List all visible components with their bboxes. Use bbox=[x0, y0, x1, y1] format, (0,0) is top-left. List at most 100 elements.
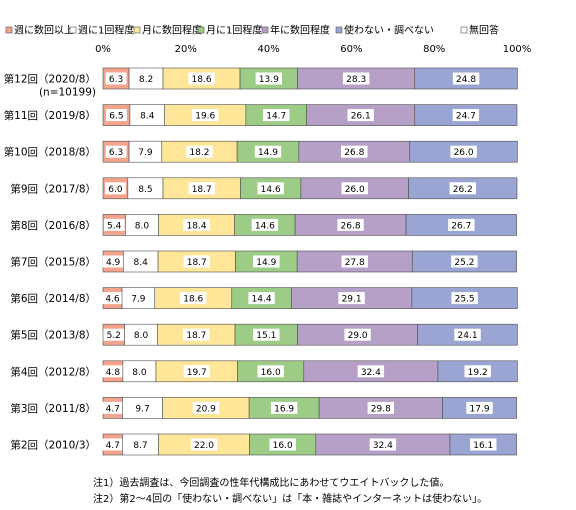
data-label-box bbox=[183, 218, 210, 231]
data-label-box bbox=[188, 72, 215, 85]
category-label: 第6回（2014/8） bbox=[10, 292, 96, 305]
data-label: 16.0 bbox=[261, 368, 281, 378]
data-label-box bbox=[341, 182, 368, 195]
x-tick-label: 80% bbox=[423, 44, 445, 55]
legend-label: 無回答 bbox=[469, 24, 499, 37]
data-label: 18.4 bbox=[187, 221, 207, 231]
data-label-box bbox=[135, 72, 157, 85]
data-label-box bbox=[102, 438, 124, 451]
legend-swatch bbox=[133, 26, 141, 34]
data-label-box bbox=[449, 182, 476, 195]
data-label-box bbox=[341, 255, 368, 268]
category-label: 第3回（2011/8） bbox=[10, 402, 96, 415]
data-label: 15.1 bbox=[256, 331, 276, 341]
data-label: 24.1 bbox=[458, 331, 478, 341]
data-label-box bbox=[183, 255, 210, 268]
data-label-box bbox=[263, 109, 290, 122]
data-label: 18.6 bbox=[183, 295, 203, 305]
data-label: 29.0 bbox=[348, 331, 368, 341]
data-label-box bbox=[470, 438, 497, 451]
legend: 週に数回以上 週に1回程度 月に数回程度 月に1回程度 年に数回程度 使わない・調べない 無… bbox=[5, 24, 499, 37]
data-label-box bbox=[342, 72, 370, 85]
data-label-box bbox=[466, 401, 493, 414]
data-label-box bbox=[450, 145, 477, 158]
data-label: 18.7 bbox=[192, 185, 212, 195]
data-label-box bbox=[448, 218, 475, 231]
data-label: 24.8 bbox=[456, 75, 476, 85]
x-tick-label: 0% bbox=[95, 44, 111, 55]
data-label-box bbox=[367, 401, 394, 414]
legend-swatch bbox=[261, 26, 269, 34]
data-label: 19.7 bbox=[187, 368, 207, 378]
data-label-box bbox=[337, 218, 364, 231]
data-label: 19.2 bbox=[468, 368, 488, 378]
data-label: 9.7 bbox=[135, 404, 149, 414]
data-label-box bbox=[451, 255, 478, 268]
data-label-box bbox=[192, 401, 220, 414]
data-label: 4.9 bbox=[106, 258, 121, 268]
data-label-box bbox=[130, 328, 152, 341]
data-label: 7.9 bbox=[138, 148, 153, 158]
data-label: 19.6 bbox=[195, 112, 215, 122]
legend-swatch bbox=[197, 26, 205, 34]
legend-label: 月に数回程度 bbox=[142, 24, 202, 37]
data-label-box bbox=[369, 438, 397, 451]
data-label: 8.4 bbox=[134, 258, 149, 268]
legend-label: 週に数回以上 bbox=[14, 24, 74, 37]
data-label-box bbox=[257, 365, 284, 378]
data-label: 8.2 bbox=[139, 75, 153, 85]
data-label: 18.7 bbox=[186, 331, 206, 341]
data-label-box bbox=[451, 292, 478, 305]
data-label: 14.6 bbox=[255, 221, 275, 231]
data-label: 13.9 bbox=[259, 75, 279, 85]
data-label-box bbox=[105, 182, 126, 195]
data-label: 18.2 bbox=[189, 148, 209, 158]
data-label-box bbox=[452, 109, 480, 122]
category-labels: 第12回（2020/8）(n=10199) 第11回（2019/8） 第10回（20… bbox=[4, 73, 96, 452]
data-label: 14.7 bbox=[266, 112, 286, 122]
data-label: 4.7 bbox=[106, 404, 120, 414]
data-label: 25.5 bbox=[455, 295, 475, 305]
data-label: 18.7 bbox=[187, 258, 207, 268]
category-label: 第7回（2015/8） bbox=[10, 256, 96, 269]
data-label: 7.9 bbox=[131, 295, 146, 305]
data-label-box bbox=[136, 109, 158, 122]
data-label-box bbox=[130, 255, 152, 268]
data-label: 29.1 bbox=[342, 295, 362, 305]
data-label: 8.5 bbox=[138, 185, 152, 195]
data-label: 26.0 bbox=[345, 185, 365, 195]
data-label-box bbox=[102, 365, 124, 378]
data-label-box bbox=[452, 72, 480, 85]
data-label-box bbox=[105, 72, 127, 85]
data-label-box bbox=[106, 109, 127, 122]
data-label: 5.4 bbox=[107, 221, 122, 231]
data-label: 27.8 bbox=[345, 258, 365, 268]
data-label-box bbox=[135, 145, 156, 158]
data-label-box bbox=[341, 145, 368, 158]
data-label-box bbox=[251, 218, 279, 231]
data-label-box bbox=[188, 182, 215, 195]
data-label: 16.0 bbox=[273, 441, 293, 451]
stacked-bar-chart: 週に数回以上 週に1回程度 月に数回程度 月に1回程度 年に数回程度 使わない・調べない 無… bbox=[4, 24, 532, 456]
legend-label: 年に数回程度 bbox=[270, 24, 330, 37]
legend-label: 月に1回程度 bbox=[206, 24, 262, 37]
data-label: 26.8 bbox=[344, 148, 364, 158]
data-label: 22.0 bbox=[194, 441, 214, 451]
data-label: 26.8 bbox=[341, 221, 361, 231]
x-tick-label: 100% bbox=[503, 44, 532, 55]
data-label-box bbox=[102, 255, 124, 268]
data-label: 5.2 bbox=[107, 331, 121, 341]
data-label-box bbox=[183, 365, 210, 378]
data-label: 4.7 bbox=[106, 441, 120, 451]
data-label-box bbox=[269, 438, 296, 451]
data-label: 20.9 bbox=[196, 404, 216, 414]
data-label: 26.0 bbox=[454, 148, 474, 158]
category-label: 第11回（2019/8） bbox=[4, 109, 96, 122]
data-label: 8.4 bbox=[140, 112, 155, 122]
data-label-box bbox=[257, 182, 284, 195]
category-label: 第9回（2017/8） bbox=[10, 182, 96, 195]
data-label: 14.9 bbox=[258, 148, 278, 158]
data-label-box bbox=[180, 292, 207, 305]
x-tick-label: 60% bbox=[340, 44, 362, 55]
data-label-box bbox=[129, 365, 150, 378]
